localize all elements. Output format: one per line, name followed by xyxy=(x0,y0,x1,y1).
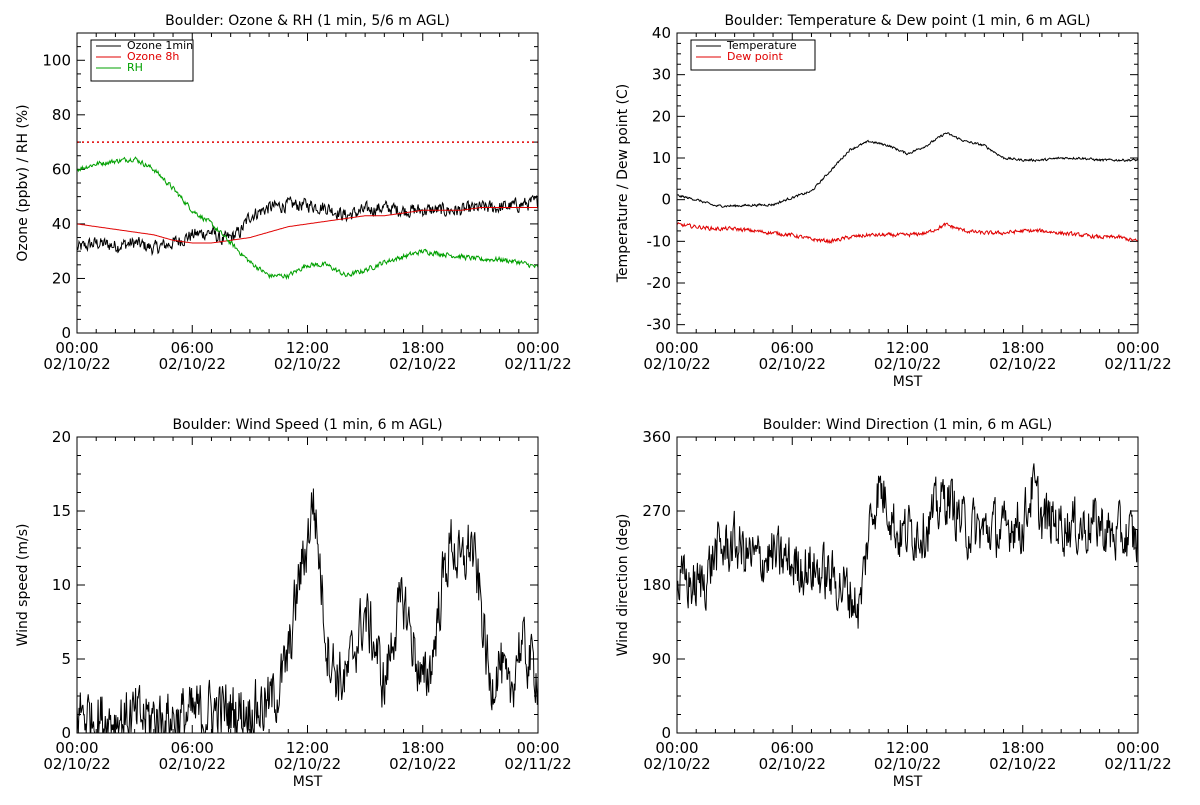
y-tick-label: -30 xyxy=(647,316,672,334)
x-tick-label: 00:00 xyxy=(655,339,698,357)
x-tick-label: 00:00 xyxy=(55,339,98,357)
x-tick-label: 12:00 xyxy=(886,739,929,757)
x-tick-label: 02/11/22 xyxy=(504,355,571,373)
x-tick-label: 06:00 xyxy=(771,739,814,757)
plot-frame xyxy=(76,32,539,334)
chart-title: Boulder: Wind Speed (1 min, 6 m AGL) xyxy=(172,417,442,433)
x-tick-label: 02/10/22 xyxy=(643,755,710,773)
y-tick-label: 0 xyxy=(61,724,71,742)
series-line-2 xyxy=(76,207,538,244)
chart-title: Boulder: Temperature & Dew point (1 min,… xyxy=(724,13,1090,29)
x-tick-label: 02/10/22 xyxy=(989,355,1056,373)
legend-entry: Dew point xyxy=(727,50,783,63)
x-tick-label: 00:00 xyxy=(516,739,559,757)
y-tick-label: 40 xyxy=(652,24,671,42)
y-tick-label: 40 xyxy=(52,215,71,233)
y-tick-label: 20 xyxy=(652,107,671,125)
x-tick-label: 12:00 xyxy=(286,339,329,357)
series-line-1 xyxy=(676,463,1139,629)
x-tick-label: 02/10/22 xyxy=(159,355,226,373)
x-tick-label: 02/10/22 xyxy=(389,355,456,373)
panel-1: Boulder: Ozone & RH (1 min, 5/6 m AGL) Oz… xyxy=(15,13,572,373)
x-tick-label: 02/10/22 xyxy=(43,355,110,373)
x-tick-label: 12:00 xyxy=(286,739,329,757)
y-tick-label: -10 xyxy=(647,232,672,250)
x-tick-label: 00:00 xyxy=(655,739,698,757)
y-tick-label: 80 xyxy=(52,106,71,124)
x-tick-label: 18:00 xyxy=(1001,739,1044,757)
legend-box xyxy=(90,39,194,82)
y-tick-label: 20 xyxy=(52,428,71,446)
x-tick-label: 00:00 xyxy=(55,739,98,757)
series-line-2 xyxy=(676,222,1139,244)
x-tick-label: 02/10/22 xyxy=(643,355,710,373)
x-tick-label: 00:00 xyxy=(516,339,559,357)
x-tick-label: 00:00 xyxy=(1116,339,1159,357)
x-tick-label: 02/10/22 xyxy=(274,755,341,773)
plot-frame xyxy=(676,32,1139,334)
y-axis-label: Wind speed (m/s) xyxy=(15,524,31,647)
y-tick-label: 100 xyxy=(42,51,71,69)
y-tick-label: 60 xyxy=(52,160,71,178)
x-axis-label: MST xyxy=(893,374,923,390)
y-tick-label: 360 xyxy=(642,428,671,446)
x-tick-label: 06:00 xyxy=(171,739,214,757)
x-tick-label: 06:00 xyxy=(171,339,214,357)
x-axis-label: MST xyxy=(893,774,923,790)
series-line-3 xyxy=(76,156,539,281)
panel-3: Boulder: Wind Speed (1 min, 6 m AGL) Wind… xyxy=(15,417,572,790)
x-tick-label: 02/10/22 xyxy=(43,755,110,773)
x-tick-label: 02/10/22 xyxy=(759,755,826,773)
y-tick-label: 0 xyxy=(61,324,71,342)
x-tick-label: 02/10/22 xyxy=(759,355,826,373)
y-tick-label: -20 xyxy=(647,274,672,292)
panel-2: Boulder: Temperature & Dew point (1 min,… xyxy=(615,13,1172,390)
x-tick-label: 18:00 xyxy=(1001,339,1044,357)
y-axis-label: Ozone (ppbv) / RH (%) xyxy=(15,104,31,261)
legend-entry: Ozone 1min xyxy=(127,39,193,52)
x-tick-label: 02/11/22 xyxy=(504,755,571,773)
x-tick-label: 02/10/22 xyxy=(159,755,226,773)
legend-box xyxy=(690,39,816,71)
chart-title: Boulder: Ozone & RH (1 min, 5/6 m AGL) xyxy=(165,13,450,29)
y-tick-label: 90 xyxy=(652,650,671,668)
x-tick-label: 02/10/22 xyxy=(874,355,941,373)
x-tick-label: 12:00 xyxy=(886,339,929,357)
y-tick-label: 10 xyxy=(652,149,671,167)
x-tick-label: 02/11/22 xyxy=(1104,355,1171,373)
series-line-1 xyxy=(76,488,539,734)
series-line-1 xyxy=(76,194,539,257)
y-tick-label: 10 xyxy=(52,576,71,594)
panel-4: Boulder: Wind Direction (1 min, 6 m AGL)… xyxy=(615,417,1172,790)
y-tick-label: 0 xyxy=(661,191,671,209)
y-tick-label: 0 xyxy=(661,724,671,742)
plot-frame xyxy=(76,436,539,734)
legend-entry: Ozone 8h xyxy=(127,50,179,63)
y-tick-label: 270 xyxy=(642,502,671,520)
y-tick-label: 20 xyxy=(52,269,71,287)
y-axis-label: Wind direction (deg) xyxy=(615,514,631,657)
x-tick-label: 00:00 xyxy=(1116,739,1159,757)
x-tick-label: 06:00 xyxy=(771,339,814,357)
x-tick-label: 02/10/22 xyxy=(874,755,941,773)
y-tick-label: 15 xyxy=(52,502,71,520)
x-tick-label: 18:00 xyxy=(401,339,444,357)
y-tick-label: 5 xyxy=(61,650,71,668)
x-tick-label: 18:00 xyxy=(401,739,444,757)
y-tick-label: 30 xyxy=(652,66,671,84)
x-tick-label: 02/11/22 xyxy=(1104,755,1171,773)
y-axis-label: Temperature / Dew point (C) xyxy=(615,84,631,283)
chart-title: Boulder: Wind Direction (1 min, 6 m AGL) xyxy=(763,417,1052,433)
x-tick-label: 02/10/22 xyxy=(274,355,341,373)
x-tick-label: 02/10/22 xyxy=(389,755,456,773)
plot-frame xyxy=(676,436,1139,734)
legend-entry: Temperature xyxy=(726,39,797,52)
series-line-1 xyxy=(677,132,1139,208)
legend-entry: RH xyxy=(127,61,143,74)
x-axis-label: MST xyxy=(293,774,323,790)
y-tick-label: 180 xyxy=(642,576,671,594)
x-tick-label: 02/10/22 xyxy=(989,755,1056,773)
